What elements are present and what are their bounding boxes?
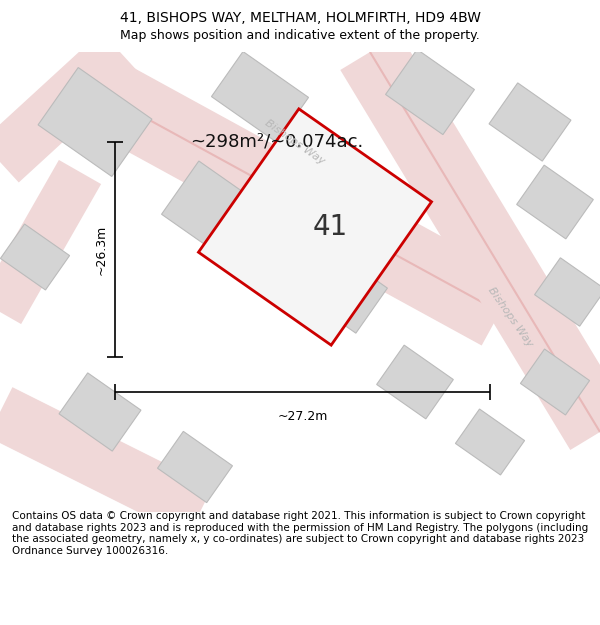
Polygon shape: [302, 251, 388, 333]
Polygon shape: [211, 51, 308, 142]
Text: Map shows position and indicative extent of the property.: Map shows position and indicative extent…: [120, 29, 480, 42]
Text: Bishops Way: Bishops Way: [263, 118, 327, 166]
Text: 41, BISHOPS WAY, MELTHAM, HOLMFIRTH, HD9 4BW: 41, BISHOPS WAY, MELTHAM, HOLMFIRTH, HD9…: [119, 11, 481, 26]
Polygon shape: [455, 409, 524, 475]
Polygon shape: [59, 373, 141, 451]
Polygon shape: [489, 83, 571, 161]
Polygon shape: [1, 224, 70, 290]
Polygon shape: [520, 349, 590, 415]
Text: ~26.3m: ~26.3m: [95, 224, 107, 274]
Text: 41: 41: [313, 213, 347, 241]
Polygon shape: [377, 345, 454, 419]
Polygon shape: [386, 49, 475, 134]
Polygon shape: [199, 109, 431, 345]
Polygon shape: [517, 165, 593, 239]
Polygon shape: [161, 161, 268, 263]
Text: ~298m²/~0.074ac.: ~298m²/~0.074ac.: [190, 133, 363, 151]
Polygon shape: [158, 431, 232, 502]
Polygon shape: [38, 68, 152, 176]
Text: Contains OS data © Crown copyright and database right 2021. This information is : Contains OS data © Crown copyright and d…: [12, 511, 588, 556]
Polygon shape: [535, 258, 600, 326]
Text: Bishops Way: Bishops Way: [485, 285, 535, 349]
Text: ~27.2m: ~27.2m: [277, 410, 328, 423]
